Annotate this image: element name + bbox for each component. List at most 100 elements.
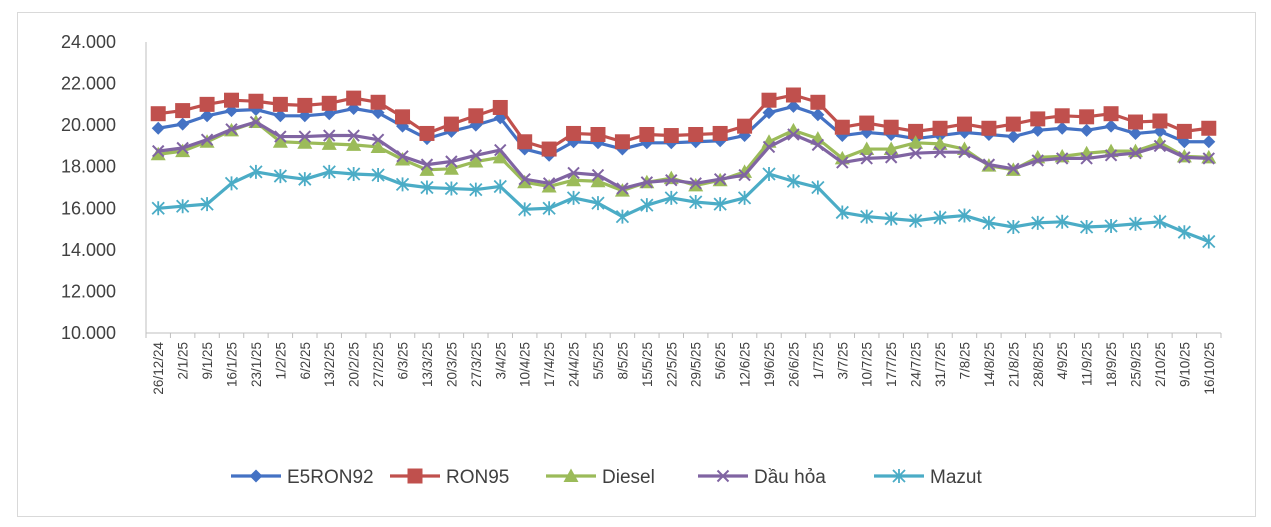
data-point-ron95 — [517, 134, 533, 150]
x-tick-label: 31/7/25 — [933, 342, 948, 387]
data-point-mazut — [689, 195, 703, 210]
x-tick-label: 17/4/25 — [542, 342, 557, 387]
x-tick-label: 23/1/25 — [249, 342, 264, 387]
data-point-mazut — [493, 179, 507, 194]
x-tick-label: 1/7/25 — [811, 342, 826, 380]
series-ron95 — [150, 87, 1217, 157]
data-point-d-u-h-a — [1007, 162, 1020, 176]
x-tick-label: 21/8/25 — [1006, 342, 1021, 387]
data-point-ron95 — [1152, 113, 1168, 129]
data-point-d-u-h-a — [958, 145, 971, 159]
x-tick-label: 1/2/25 — [273, 342, 288, 380]
data-point-e5ron92 — [1128, 126, 1142, 140]
data-point-e5ron92 — [762, 106, 776, 120]
data-point-diesel — [908, 135, 924, 149]
legend-item: Diesel — [546, 467, 655, 488]
data-point-mazut — [224, 176, 239, 191]
data-point-mazut — [347, 166, 361, 181]
x-tick-label: 13/2/25 — [322, 342, 337, 387]
data-point-e5ron92 — [1031, 123, 1045, 137]
y-tick-label: 22.000 — [61, 74, 116, 94]
y-tick-label: 12.000 — [61, 281, 116, 301]
x-tick-label: 26/6/25 — [786, 342, 801, 387]
x-tick-label: 5/6/25 — [713, 342, 728, 380]
data-point-mazut — [933, 210, 947, 225]
data-point-e5ron92 — [786, 99, 800, 113]
data-point-diesel — [785, 122, 801, 137]
data-point-d-u-h-a — [420, 158, 434, 171]
y-tick-labels: 10.000 12.000 14.000 16.000 18.000 20.000 22.0… — [61, 32, 116, 343]
data-point-d-u-h-a — [738, 168, 751, 182]
data-point-mazut — [737, 190, 752, 205]
data-point-e5ron92 — [567, 135, 581, 149]
data-point-ron95 — [712, 125, 728, 141]
data-point-ron95 — [1127, 114, 1143, 130]
data-point-d-u-h-a — [518, 172, 531, 186]
x-tick-labels: 26/12/24 2/1/25 9/1/25 16/1/25 23/1/25 1/2/25… — [151, 342, 1217, 395]
data-point-d-u-h-a — [1055, 152, 1069, 165]
data-point-mazut — [835, 205, 849, 220]
data-point-d-u-h-a — [665, 174, 678, 187]
data-point-ron95 — [1054, 108, 1070, 124]
data-point-ron95 — [785, 87, 801, 103]
series-group — [150, 87, 1217, 249]
data-point-ron95 — [395, 109, 411, 125]
data-point-d-u-h-a — [1080, 152, 1093, 165]
data-point-mazut — [640, 198, 654, 213]
x-tick-label: 27/2/25 — [371, 342, 386, 387]
data-point-mazut — [1104, 218, 1118, 233]
data-point-d-u-h-a — [1104, 149, 1118, 162]
data-point-diesel — [566, 172, 582, 187]
data-point-mazut — [1079, 219, 1094, 234]
data-point-diesel — [492, 149, 508, 164]
data-point-diesel — [443, 161, 459, 175]
axes — [145, 42, 1222, 338]
data-point-mazut — [298, 172, 312, 187]
chart-frame: 10.000 12.000 14.000 16.000 18.000 20.000 22.0… — [17, 12, 1256, 517]
data-point-diesel — [297, 135, 313, 149]
data-point-ron95 — [1176, 123, 1192, 139]
x-tick-label: 3/4/25 — [493, 342, 508, 380]
data-point-ron95 — [956, 116, 972, 132]
data-point-e5ron92 — [273, 109, 287, 123]
data-point-mazut — [615, 209, 630, 224]
data-point-ron95 — [1005, 116, 1021, 132]
legend-label: Dầu hỏa — [754, 467, 826, 488]
data-point-mazut — [1128, 216, 1143, 231]
x-tick-label: 24/4/25 — [567, 342, 582, 387]
data-point-ron95 — [1103, 106, 1119, 122]
data-point-mazut — [395, 177, 410, 192]
data-point-d-u-h-a — [152, 144, 165, 158]
x-tick-label: 25/9/25 — [1128, 342, 1143, 387]
legend-item: Dầu hỏa — [698, 467, 826, 488]
x-tick-label: 6/3/25 — [396, 342, 411, 380]
data-point-diesel — [419, 162, 435, 176]
data-point-mazut — [469, 182, 483, 197]
data-point-d-u-h-a — [591, 168, 605, 182]
data-point-d-u-h-a — [298, 130, 312, 143]
data-point-diesel — [883, 141, 899, 156]
x-tick-label: 17/7/25 — [884, 342, 899, 387]
data-point-mazut — [664, 190, 678, 205]
x-tick-label: 14/8/25 — [982, 342, 997, 387]
legend-swatch-marker — [249, 469, 263, 483]
data-point-d-u-h-a — [249, 115, 263, 129]
data-point-d-u-h-a — [860, 152, 873, 165]
data-point-mazut — [200, 197, 214, 212]
data-point-d-u-h-a — [445, 155, 458, 168]
data-point-ron95 — [590, 126, 606, 142]
data-point-d-u-h-a — [982, 158, 996, 171]
data-point-d-u-h-a — [811, 138, 825, 152]
x-tick-label: 2/10/25 — [1153, 342, 1168, 387]
data-point-diesel — [272, 134, 288, 148]
legend-label: E5RON92 — [287, 467, 374, 488]
x-tick-label: 16/1/25 — [225, 342, 240, 387]
x-tick-label: 10/7/25 — [860, 342, 875, 387]
data-point-mazut — [1177, 225, 1191, 240]
data-point-ron95 — [248, 93, 264, 109]
data-point-ron95 — [541, 141, 557, 157]
data-point-mazut — [762, 166, 776, 181]
data-point-diesel — [932, 136, 948, 150]
data-point-diesel — [150, 146, 166, 161]
data-point-ron95 — [272, 96, 288, 112]
